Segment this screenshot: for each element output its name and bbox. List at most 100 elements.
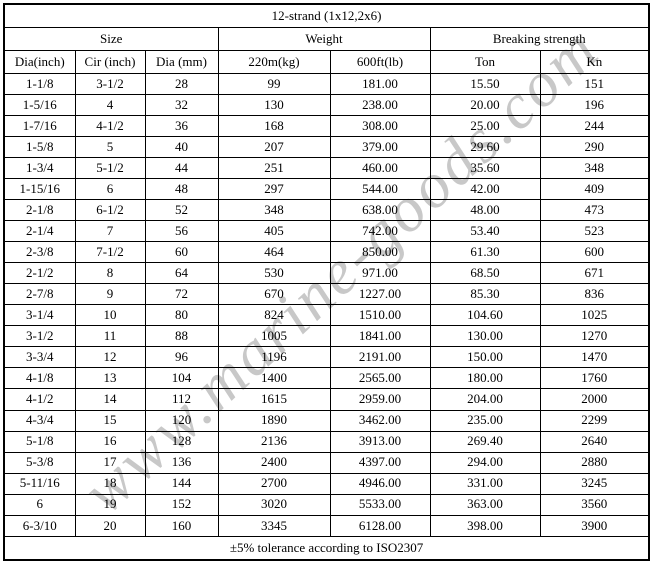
- table-cell: 16: [74, 430, 146, 453]
- table-cell: 473: [539, 199, 650, 222]
- table-cell: 971.00: [329, 262, 431, 285]
- table-cell: 2-1/8: [3, 199, 76, 222]
- table-cell: 405: [217, 220, 331, 243]
- table-cell: 40: [144, 136, 219, 159]
- group-header-size: Size: [3, 27, 219, 51]
- table-cell: 29.60: [429, 136, 541, 159]
- table-row: 6 19 152 3020 5533.00 363.00 3560: [3, 493, 650, 516]
- table-cell: 363.00: [429, 493, 541, 516]
- table-row: 1-5/16 4 32 130 238.00 20.00 196: [3, 94, 650, 117]
- table-cell: 150.00: [429, 346, 541, 369]
- table-cell: 36: [144, 115, 219, 138]
- table-cell: 44: [144, 157, 219, 180]
- table-cell: 160: [144, 514, 219, 538]
- table-cell: 742.00: [329, 220, 431, 243]
- table-cell: 297: [217, 178, 331, 201]
- table-cell: 15: [74, 409, 146, 432]
- table-cell: 42.00: [429, 178, 541, 201]
- table-cell: 238.00: [329, 94, 431, 117]
- table-cell: 294.00: [429, 451, 541, 474]
- table-cell: 251: [217, 157, 331, 180]
- col-header-weight-600ft-lb: 600ft(lb): [329, 50, 431, 74]
- table-cell: 3900: [539, 514, 650, 538]
- table-cell: 15.50: [429, 72, 541, 96]
- table-row: 1-5/8 5 40 207 379.00 29.60 290: [3, 136, 650, 159]
- table-cell: 104.60: [429, 304, 541, 327]
- table-cell: 290: [539, 136, 650, 159]
- table-cell: 28: [144, 72, 219, 96]
- table-cell: 152: [144, 493, 219, 516]
- table-cell: 1-5/8: [3, 136, 76, 159]
- table-cell: 151: [539, 72, 650, 96]
- col-header-cir-inch: Cir (inch): [74, 50, 146, 74]
- table-cell: 4397.00: [329, 451, 431, 474]
- table-cell: 3345: [217, 514, 331, 538]
- table-cell: 2-3/8: [3, 241, 76, 264]
- table-cell: 2299: [539, 409, 650, 432]
- table-title: 12-strand (1x12,2x6): [3, 3, 650, 28]
- table-cell: 3-1/4: [3, 304, 76, 327]
- table-cell: 1-15/16: [3, 178, 76, 201]
- table-cell: 3560: [539, 493, 650, 516]
- table-row: 1-15/16 6 48 297 544.00 42.00 409: [3, 178, 650, 201]
- table-cell: 1270: [539, 325, 650, 348]
- table-cell: 6128.00: [329, 514, 431, 538]
- tolerance-note: ±5% tolerance according to ISO2307: [3, 536, 650, 561]
- table-cell: 1025: [539, 304, 650, 327]
- table-cell: 8: [74, 262, 146, 285]
- table-cell: 544.00: [329, 178, 431, 201]
- table-cell: 32: [144, 94, 219, 117]
- table-cell: 64: [144, 262, 219, 285]
- table-row: 2-1/4 7 56 405 742.00 53.40 523: [3, 220, 650, 243]
- table-cell: 181.00: [329, 72, 431, 96]
- table-row: 2-7/8 9 72 670 1227.00 85.30 836: [3, 283, 650, 306]
- table-cell: 1890: [217, 409, 331, 432]
- table-cell: 2-1/4: [3, 220, 76, 243]
- footer-row: ±5% tolerance according to ISO2307: [3, 536, 650, 561]
- table-cell: 180.00: [429, 367, 541, 390]
- table-cell: 1227.00: [329, 283, 431, 306]
- table-cell: 3-3/4: [3, 346, 76, 369]
- table-row: 1-1/8 3-1/2 28 99 181.00 15.50 151: [3, 72, 650, 96]
- table-cell: 836: [539, 283, 650, 306]
- group-header-breaking-strength: Breaking strength: [429, 27, 650, 51]
- table-cell: 6: [3, 493, 76, 516]
- table-cell: 25.00: [429, 115, 541, 138]
- table-cell: 409: [539, 178, 650, 201]
- table-header: 12-strand (1x12,2x6) Size Weight Breakin…: [3, 3, 650, 74]
- table-cell: 144: [144, 472, 219, 495]
- table-cell: 53.40: [429, 220, 541, 243]
- table-cell: 5533.00: [329, 493, 431, 516]
- table-cell: 523: [539, 220, 650, 243]
- col-header-kn: Kn: [539, 50, 650, 74]
- table-body: 1-1/8 3-1/2 28 99 181.00 15.50 151 1-5/16 4 32 130…: [3, 72, 650, 538]
- table-cell: 1760: [539, 367, 650, 390]
- table-cell: 1005: [217, 325, 331, 348]
- table-cell: 1-7/16: [3, 115, 76, 138]
- table-row: 3-1/4 10 80 824 1510.00 104.60 1025: [3, 304, 650, 327]
- table-cell: 3462.00: [329, 409, 431, 432]
- table-row: 3-3/4 12 96 1196 2191.00 150.00 1470: [3, 346, 650, 369]
- table-row: 5-11/16 18 144 2700 4946.00 331.00 3245: [3, 472, 650, 495]
- table-cell: 1470: [539, 346, 650, 369]
- table-cell: 2565.00: [329, 367, 431, 390]
- table-cell: 670: [217, 283, 331, 306]
- table-row: 4-3/4 15 120 1890 3462.00 235.00 2299: [3, 409, 650, 432]
- table-row: 2-1/8 6-1/2 52 348 638.00 48.00 473: [3, 199, 650, 222]
- title-row: 12-strand (1x12,2x6): [3, 3, 650, 28]
- table-cell: 168: [217, 115, 331, 138]
- table-cell: 48.00: [429, 199, 541, 222]
- table-cell: 14: [74, 388, 146, 411]
- table-cell: 68.50: [429, 262, 541, 285]
- table-row: 3-1/2 11 88 1005 1841.00 130.00 1270: [3, 325, 650, 348]
- table-cell: 638.00: [329, 199, 431, 222]
- table-row: 5-3/8 17 136 2400 4397.00 294.00 2880: [3, 451, 650, 474]
- table-cell: 671: [539, 262, 650, 285]
- table-cell: 6-3/10: [3, 514, 76, 538]
- table-cell: 136: [144, 451, 219, 474]
- table-cell: 19: [74, 493, 146, 516]
- table-cell: 130.00: [429, 325, 541, 348]
- table-cell: 1841.00: [329, 325, 431, 348]
- table-cell: 3-1/2: [3, 325, 76, 348]
- table-cell: 600: [539, 241, 650, 264]
